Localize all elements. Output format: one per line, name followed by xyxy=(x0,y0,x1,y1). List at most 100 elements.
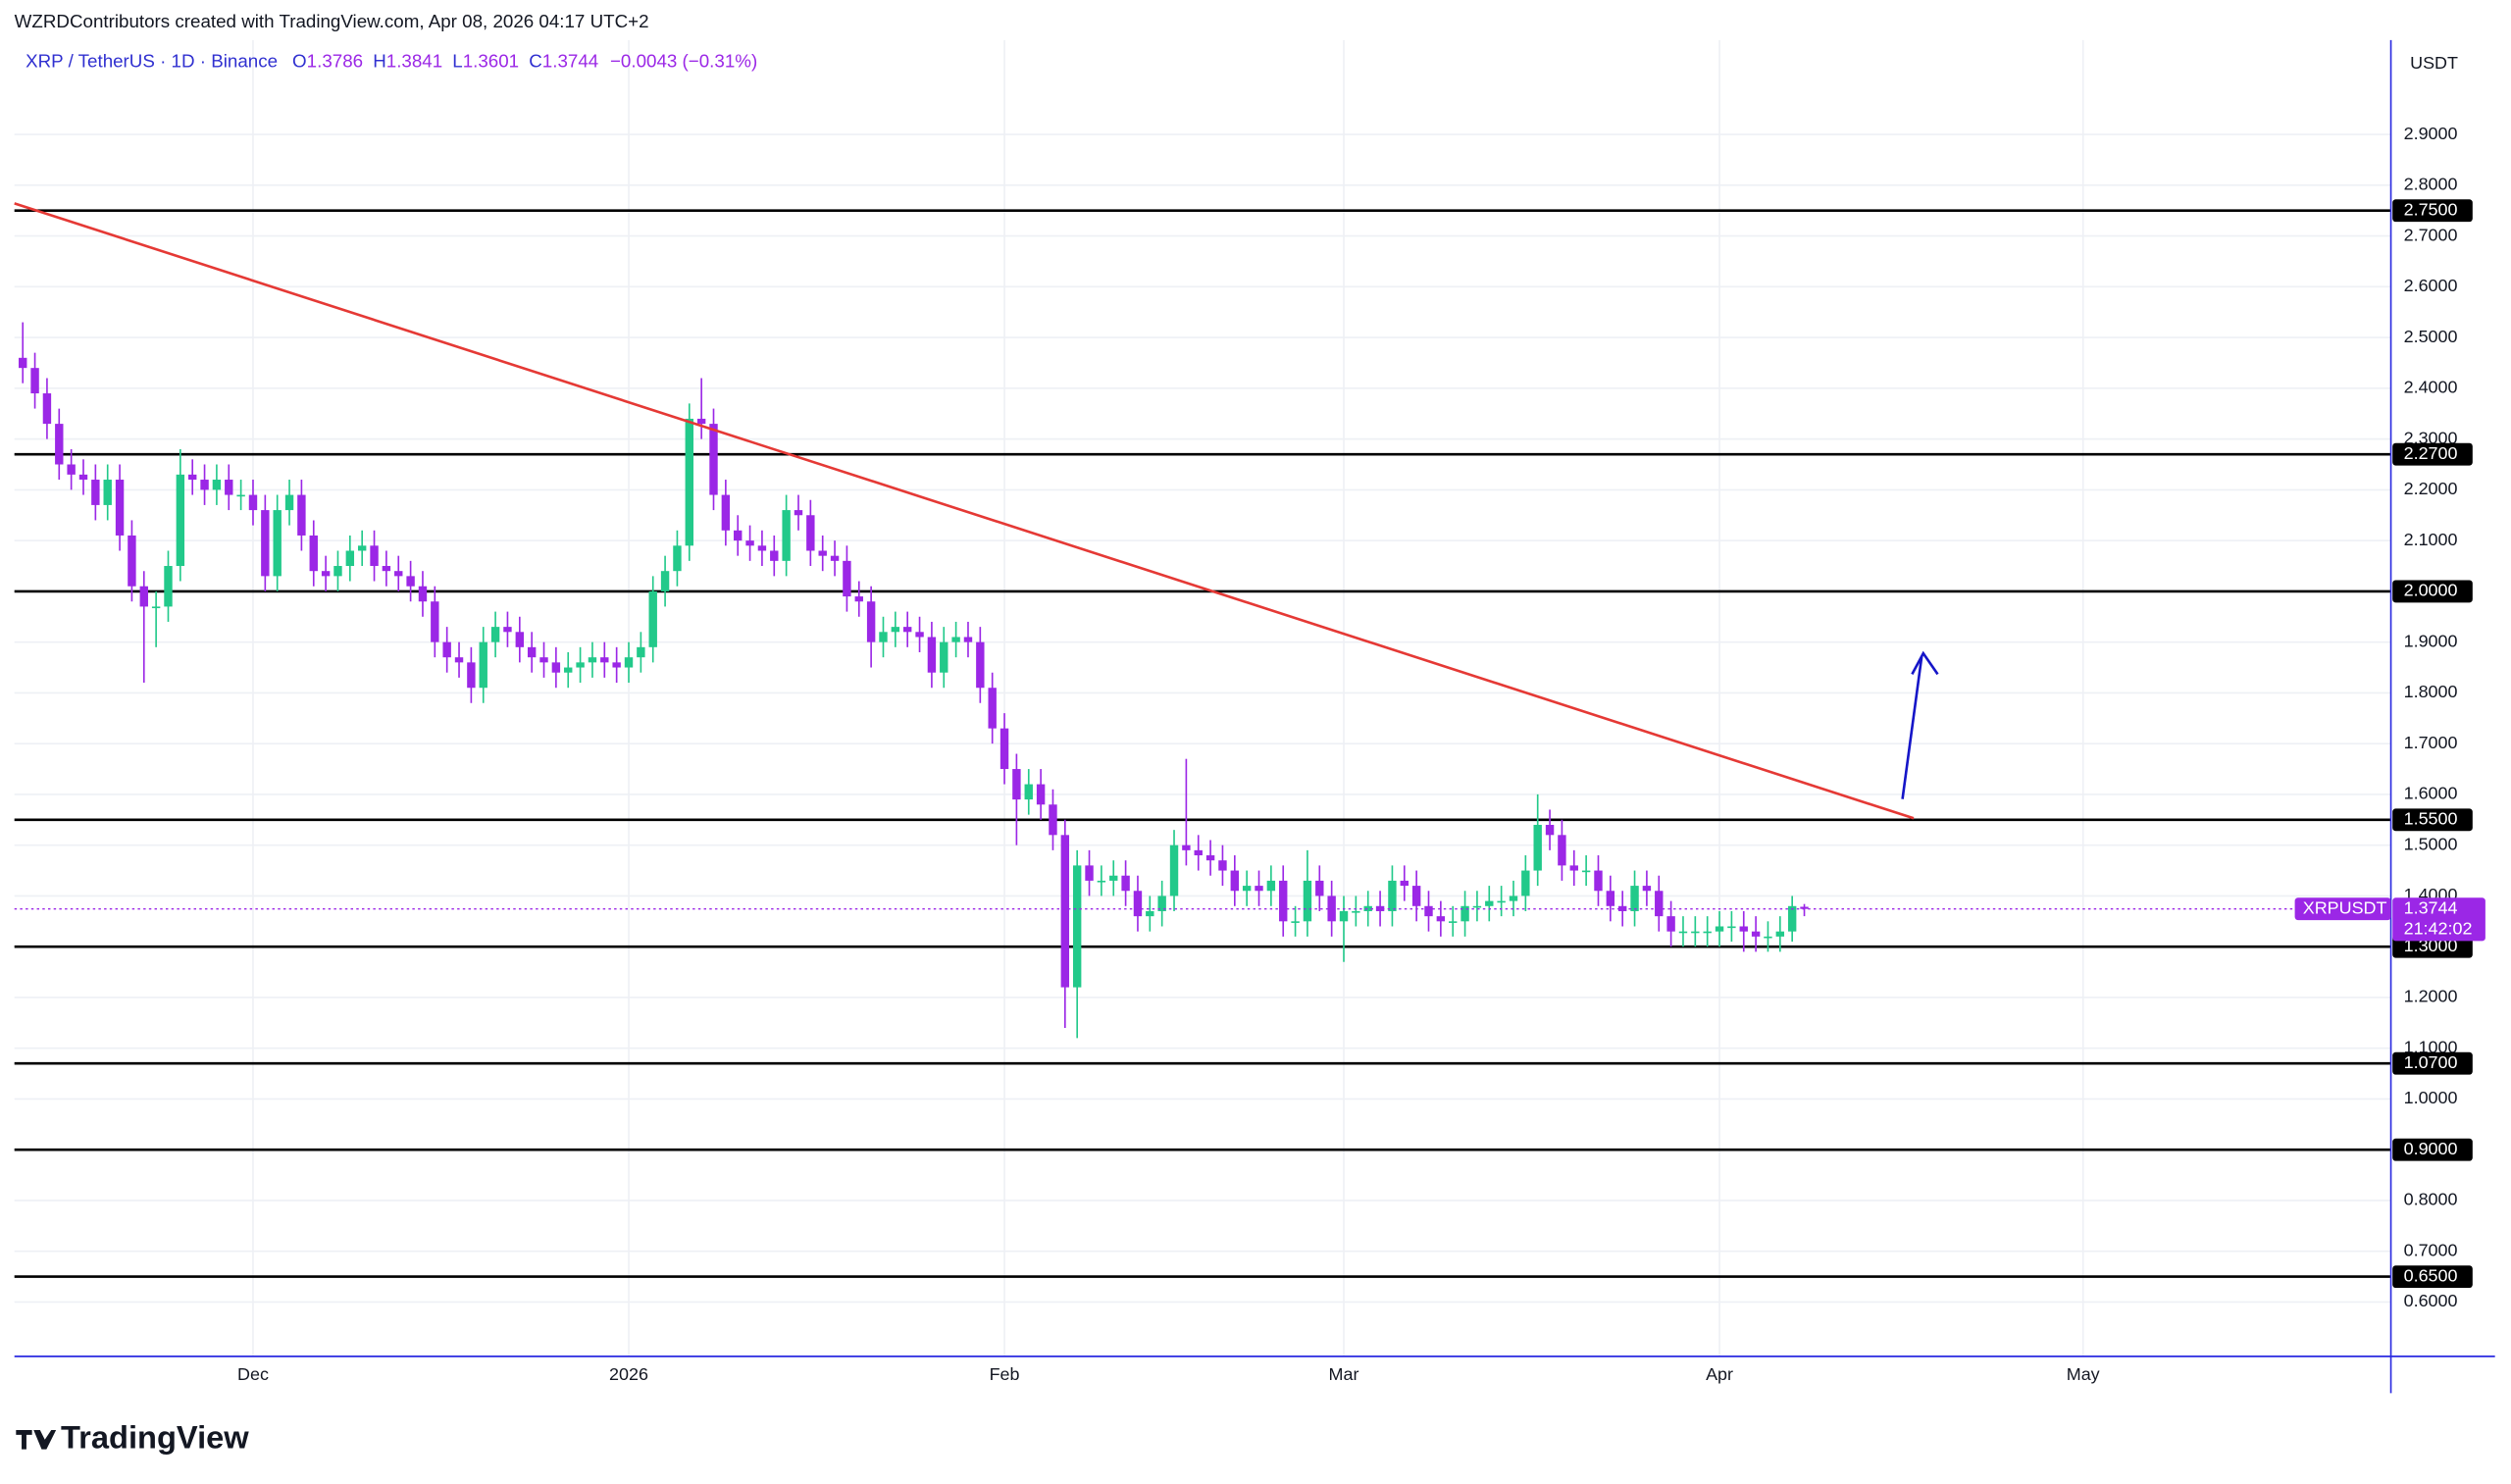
x-tick-label: Mar xyxy=(1329,1364,1359,1384)
ohlc-value: 1.3601 xyxy=(463,51,519,72)
candle-body xyxy=(273,510,282,577)
candle-body xyxy=(1157,896,1166,911)
candle-body xyxy=(915,632,924,638)
candle-body xyxy=(527,646,537,658)
candle-body xyxy=(1363,905,1372,911)
candle-body xyxy=(454,657,464,663)
candle-body xyxy=(394,571,403,577)
candle-body xyxy=(418,586,428,602)
candle-body xyxy=(1315,880,1324,896)
logo-mark xyxy=(16,1429,57,1450)
candle-body xyxy=(479,641,487,689)
candle-body xyxy=(818,550,827,556)
arrow-head xyxy=(1911,650,1939,676)
candle-body xyxy=(1255,886,1263,892)
x-tick-label: May xyxy=(2067,1364,2100,1384)
x-tick-label: Dec xyxy=(237,1364,269,1384)
candle-body xyxy=(1715,926,1724,932)
candle-body xyxy=(648,590,657,647)
candle-body xyxy=(782,510,791,561)
last-price-name-tag xyxy=(2294,897,2391,921)
candle-body xyxy=(1182,844,1191,850)
y-tick-label: 0.7000 xyxy=(2404,1240,2458,1259)
candle-body xyxy=(1109,875,1118,881)
last-price-value: 1.3744 xyxy=(2404,897,2458,917)
candle-body xyxy=(976,641,985,689)
candle-body xyxy=(115,480,125,536)
candle-body xyxy=(637,646,645,658)
candle-body xyxy=(1606,891,1615,906)
candle-body xyxy=(1352,910,1360,913)
candle-body xyxy=(225,480,233,495)
level-tag xyxy=(2392,1265,2473,1289)
candle-body xyxy=(891,627,900,633)
candle-body xyxy=(830,555,840,561)
candle-body xyxy=(1230,870,1240,892)
level-label: 2.2700 xyxy=(2404,443,2458,463)
ohlc-label: C xyxy=(529,51,542,72)
candle-body xyxy=(1617,905,1627,911)
candle-body xyxy=(1266,880,1276,892)
candle-body xyxy=(854,596,863,602)
candle-body xyxy=(963,637,973,642)
candle-body xyxy=(333,566,342,577)
candle-body xyxy=(19,357,27,369)
candle-body xyxy=(999,728,1009,770)
candle-body xyxy=(1545,824,1555,836)
candle-body xyxy=(1242,886,1252,892)
candle-body xyxy=(212,480,222,490)
candle-body xyxy=(345,550,355,567)
candle-body xyxy=(1497,900,1506,903)
candle-body xyxy=(1594,870,1603,892)
grid xyxy=(14,39,2391,1356)
y-tick-label: 2.3000 xyxy=(2404,428,2458,447)
candle-body xyxy=(55,424,64,465)
candle-body xyxy=(1121,875,1130,892)
candle-body xyxy=(951,637,960,642)
candle-body xyxy=(588,657,597,663)
candle-body xyxy=(248,494,258,511)
axes: 0.60000.70000.80001.00001.10001.20001.40… xyxy=(237,124,2485,1384)
ohlc-label: O xyxy=(292,51,307,72)
change: −0.0043 (−0.31%) xyxy=(610,51,757,72)
candle-body xyxy=(42,393,52,425)
candle-body xyxy=(721,494,731,531)
candle-body xyxy=(357,545,367,551)
candle-body xyxy=(1703,931,1712,934)
candle-body xyxy=(1072,865,1082,988)
candle-body xyxy=(612,662,621,668)
candle-body xyxy=(103,480,112,505)
candle-body xyxy=(200,480,209,490)
candle-body xyxy=(1424,905,1433,917)
candle-body xyxy=(176,474,185,567)
candle-body xyxy=(370,545,379,567)
symbol-line: XRP / TetherUS · 1D · Binance O1.3786 H1… xyxy=(26,51,757,72)
candle-body xyxy=(1558,835,1566,866)
y-tick-label: 2.2000 xyxy=(2404,479,2458,498)
candle-body xyxy=(382,566,391,572)
ohlc-value: 1.3841 xyxy=(386,51,442,72)
candle-body xyxy=(1569,865,1578,871)
candle-body xyxy=(1509,896,1518,901)
candle-body xyxy=(660,571,670,591)
candle-body xyxy=(988,688,997,729)
candle-body xyxy=(1060,835,1070,988)
y-tick-label: 0.8000 xyxy=(2404,1190,2458,1209)
level-label: 1.5500 xyxy=(2404,809,2458,829)
candle-body xyxy=(1279,880,1288,922)
candle-body xyxy=(1012,769,1021,800)
candle-body xyxy=(685,418,693,546)
candle-body xyxy=(1049,804,1057,836)
candle-body xyxy=(164,566,173,607)
level-tag xyxy=(2392,935,2473,958)
ohlc-value: 1.3744 xyxy=(542,51,598,72)
arrow-shaft xyxy=(1901,656,1923,799)
candle-body xyxy=(1133,891,1143,917)
level-label: 1.0700 xyxy=(2404,1052,2458,1072)
y-tick-label: 1.0000 xyxy=(2404,1088,2458,1107)
candle-body xyxy=(940,641,948,673)
level-label: 2.0000 xyxy=(2404,581,2458,600)
candle-body xyxy=(91,480,100,505)
candle-body xyxy=(1460,905,1469,922)
